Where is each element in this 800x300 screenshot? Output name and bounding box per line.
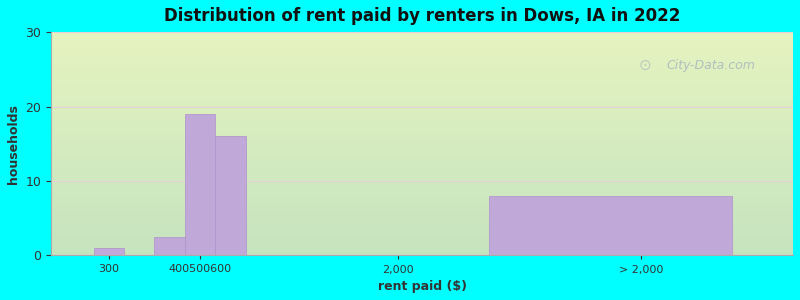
Bar [185, 114, 215, 256]
Bar [489, 196, 732, 256]
Text: City-Data.com: City-Data.com [667, 59, 756, 72]
Bar [154, 237, 185, 256]
Y-axis label: households: households [7, 104, 20, 184]
Bar [94, 248, 124, 256]
Bar [215, 136, 246, 256]
Text: ⊙: ⊙ [638, 58, 651, 73]
Title: Distribution of rent paid by renters in Dows, IA in 2022: Distribution of rent paid by renters in … [164, 7, 680, 25]
X-axis label: rent paid ($): rent paid ($) [378, 280, 466, 293]
